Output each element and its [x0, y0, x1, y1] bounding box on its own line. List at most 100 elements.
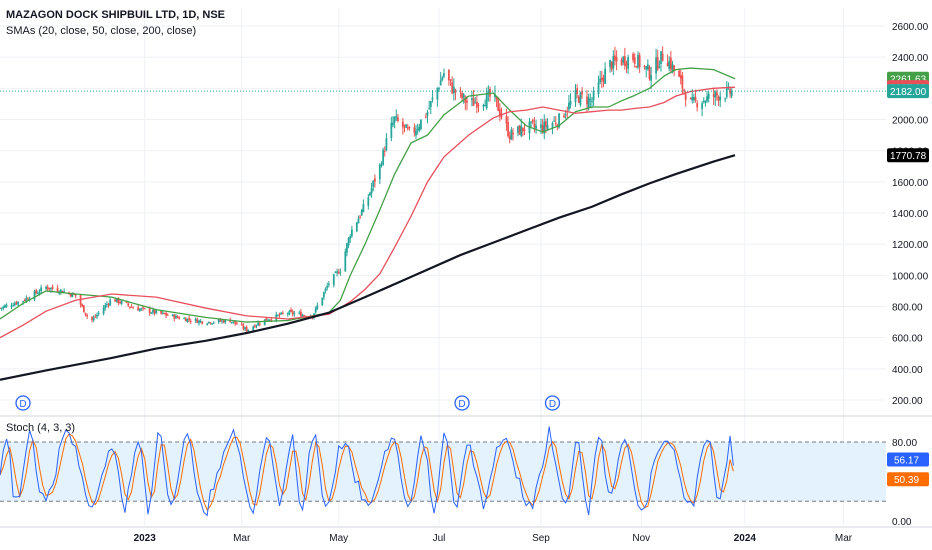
candle-up	[439, 80, 442, 86]
candle-up	[140, 308, 143, 310]
dividend-marker[interactable]: D	[454, 395, 470, 411]
candle-down	[242, 325, 245, 329]
candle-up	[33, 291, 36, 300]
candle-down	[576, 88, 579, 94]
price-tag-label: 2182.00	[890, 87, 927, 98]
stoch-tag-label: 50.39	[894, 475, 919, 486]
price-axis-tick-label: 600.00	[892, 334, 923, 345]
dividend-marker[interactable]: D	[15, 395, 31, 411]
candle-down	[521, 127, 524, 132]
stoch-legend[interactable]: Stoch (4, 3, 3)	[6, 422, 76, 434]
candle-down	[209, 322, 212, 324]
candle-down	[245, 326, 248, 332]
candle-up	[280, 312, 283, 315]
candle-up	[45, 286, 47, 289]
candle-down	[278, 314, 281, 316]
candle-up	[530, 121, 533, 123]
dividend-marker-circle[interactable]	[15, 395, 31, 411]
candle-up	[5, 304, 8, 307]
candle-up	[658, 66, 661, 68]
candle-up	[637, 54, 639, 68]
candle-down	[189, 320, 192, 322]
candle-up	[50, 287, 52, 290]
candle-up	[405, 124, 408, 128]
stoch-tag: 56.17	[887, 452, 929, 467]
candle-down	[229, 319, 232, 323]
candle-down	[406, 127, 409, 129]
candle-up	[725, 87, 728, 98]
candle-up	[336, 271, 338, 273]
candle-down	[176, 316, 179, 318]
candle-down	[137, 307, 140, 311]
candle-down	[454, 89, 457, 93]
price-axis-tick-label: 2400.00	[892, 53, 929, 64]
candle-down	[56, 287, 59, 292]
candle-down	[86, 315, 89, 317]
candle-down	[270, 319, 273, 321]
candle-down	[258, 323, 261, 325]
candle-up	[161, 312, 164, 314]
stoch-tag-bg	[887, 472, 929, 487]
price-axis-tick-label: 800.00	[892, 303, 923, 314]
candle-down	[290, 309, 292, 312]
candle-up	[211, 323, 214, 325]
candle-up	[326, 285, 329, 288]
axes: 2600.002400.002200.002000.001800.001600.…	[134, 22, 929, 544]
candle-down	[130, 306, 133, 308]
candle-up	[655, 57, 657, 74]
candle-down	[466, 100, 468, 103]
candle-up	[347, 237, 350, 246]
candle-down	[577, 96, 580, 103]
candle-up	[232, 321, 235, 323]
dividend-marker-circle[interactable]	[544, 395, 561, 411]
price-axis-tick-label: 2600.00	[892, 22, 929, 33]
candle-down	[673, 65, 676, 71]
candle-down	[253, 325, 256, 328]
price-axis-tick-label: 200.00	[892, 396, 923, 407]
candle-down	[541, 125, 544, 132]
candle-up	[378, 164, 381, 180]
candle-up	[484, 105, 486, 107]
candle-down	[413, 127, 416, 133]
candle-up	[540, 124, 542, 129]
dividend-marker-label: D	[458, 399, 465, 410]
price-tag-last: 2182.00	[887, 84, 929, 99]
candle-up	[104, 305, 107, 309]
candle-down	[69, 293, 72, 297]
dividend-marker-circle[interactable]	[454, 395, 470, 411]
symbol-title[interactable]: MAZAGON DOCK SHIPBUIL LTD, 1D, NSE	[6, 9, 225, 21]
candle-down	[684, 94, 687, 101]
candle-down	[61, 290, 64, 293]
stochastic-pane	[0, 426, 886, 517]
candle-up	[393, 116, 396, 123]
candle-up	[691, 96, 694, 101]
candle-up	[443, 73, 445, 77]
sma-legend[interactable]: SMAs (20, close, 50, close, 200, close)	[6, 25, 197, 37]
candle-down	[683, 89, 685, 92]
candle-up	[568, 102, 570, 110]
candle-up	[510, 129, 513, 140]
dividend-marker[interactable]: D	[544, 395, 561, 411]
price-axis-tick-label: 1600.00	[892, 178, 929, 189]
candle-down	[291, 311, 294, 315]
candle-down	[447, 69, 450, 81]
candle-down	[508, 135, 511, 140]
candle-up	[0, 307, 3, 309]
candle-up	[339, 271, 342, 273]
candle-up	[105, 304, 108, 306]
candle-up	[701, 103, 704, 109]
candle-up	[426, 112, 429, 116]
candle-down	[712, 94, 715, 97]
candle-up	[17, 301, 19, 305]
candle-up	[4, 305, 6, 308]
candle-up	[362, 204, 365, 212]
candle-up	[102, 307, 105, 314]
candle-up	[429, 101, 432, 107]
candle-up	[175, 315, 177, 319]
candle-up	[2, 306, 5, 309]
candle-up	[462, 94, 465, 98]
candle-down	[153, 309, 156, 314]
candle-up	[558, 113, 560, 128]
